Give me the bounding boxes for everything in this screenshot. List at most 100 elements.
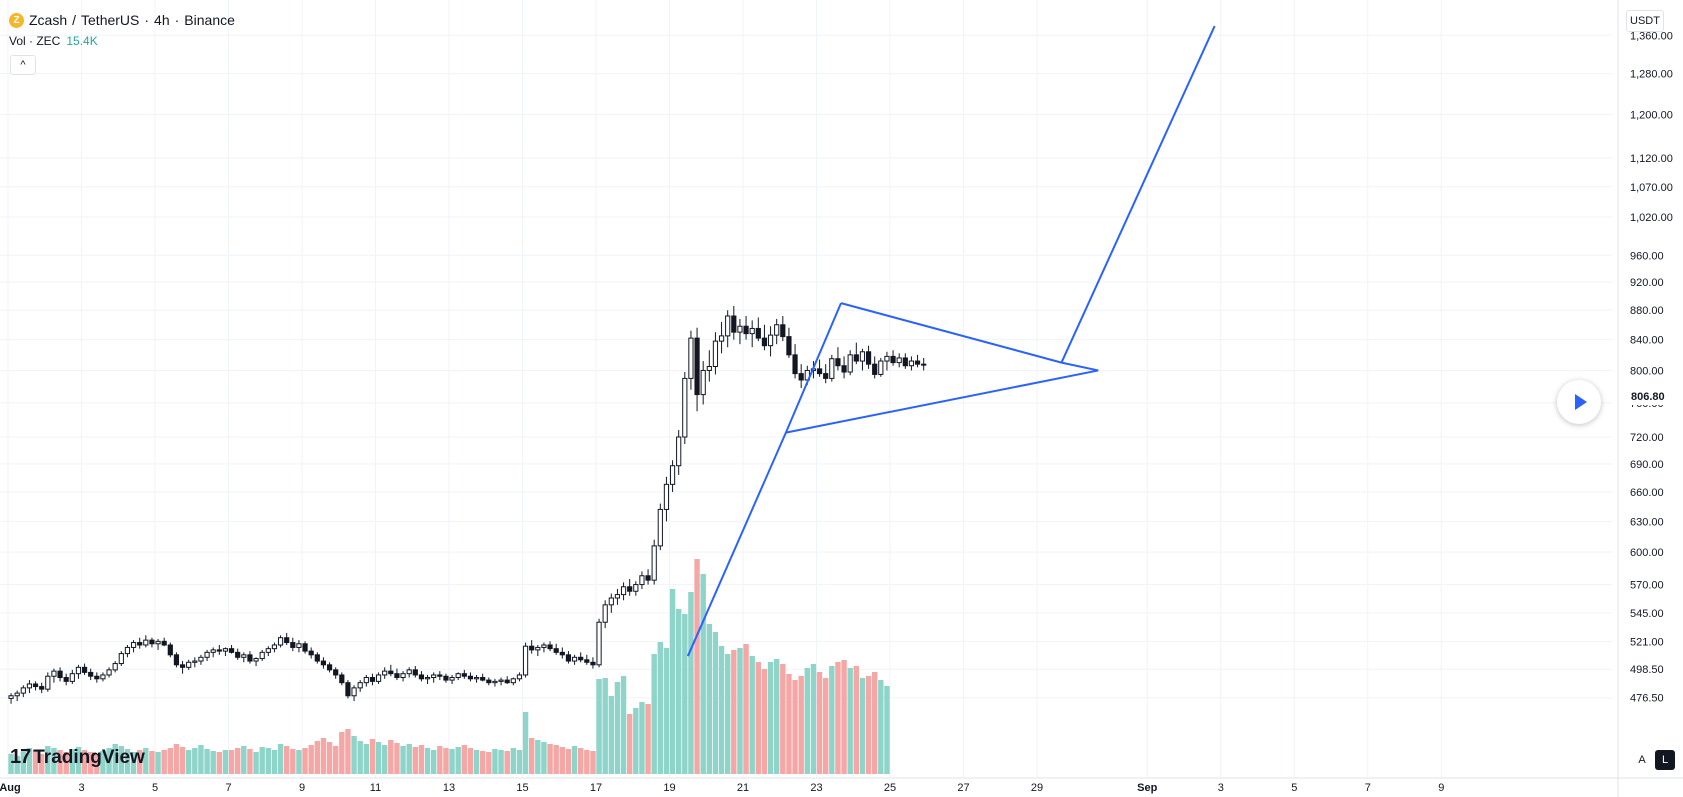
time-axis-label: 9	[1438, 782, 1444, 794]
volume-legend[interactable]: Vol · ZEC 15.4K	[9, 31, 235, 51]
tradingview-logo[interactable]: 17 TradingView	[10, 746, 145, 769]
volume-bar	[835, 662, 841, 774]
candle-body-down	[247, 654, 253, 662]
candle-body-up	[516, 674, 523, 680]
symbol-title[interactable]: Z Zcash / TetherUS · 4h · Binance	[9, 10, 235, 30]
candle-body-up	[639, 575, 645, 586]
candle-body-up	[718, 335, 725, 342]
volume-bar	[100, 751, 106, 774]
volume-bar	[522, 712, 529, 774]
play-button[interactable]	[1557, 380, 1601, 424]
candle-body-down	[816, 368, 823, 375]
candle-body-up	[663, 483, 670, 510]
candle-body-down	[890, 355, 896, 364]
flagpole-line[interactable]	[686, 302, 842, 657]
volume-bar	[694, 559, 700, 774]
candle	[247, 651, 253, 664]
price-axis-label: 476.50	[1630, 693, 1664, 705]
price-axis-label: 570.00	[1630, 580, 1664, 592]
volume-bar	[688, 592, 694, 774]
price-axis-label: 840.00	[1630, 335, 1664, 347]
currency-button[interactable]: USDT	[1626, 10, 1664, 32]
candle	[737, 318, 743, 345]
candle-body-down	[81, 666, 88, 673]
volume-bar	[865, 676, 872, 774]
candle-body-up	[210, 649, 216, 653]
volume-bar	[786, 674, 792, 774]
candle-body-down	[235, 651, 241, 658]
volume-bar	[645, 704, 651, 774]
candle	[859, 348, 866, 371]
volume-bar	[829, 666, 835, 774]
candle	[921, 357, 927, 371]
candle	[596, 618, 602, 668]
auto-scale-button[interactable]: A	[1632, 750, 1652, 770]
candle-body-up	[767, 334, 774, 347]
volume-bar	[204, 749, 210, 774]
collapse-legend-button[interactable]: ^	[10, 55, 36, 75]
candle	[277, 635, 284, 648]
candle	[137, 637, 143, 649]
volume-bar	[228, 750, 235, 774]
candle-body-up	[363, 677, 369, 684]
candle-body-down	[565, 654, 572, 662]
candle	[676, 430, 682, 475]
candle	[88, 668, 94, 681]
candle-body-up	[222, 648, 229, 652]
pennant-drawing[interactable]	[686, 25, 1216, 657]
candle	[192, 657, 198, 668]
price-axis[interactable]: 1,360.00 1,280.00 1,200.00 1,120.00 1,070.00…	[1617, 0, 1673, 797]
price-axis-label: 1,070.00	[1630, 182, 1673, 194]
volume-bar	[510, 748, 517, 774]
candle-body-up	[682, 377, 688, 438]
candle-body-up	[26, 683, 33, 689]
candle-body-down	[731, 315, 737, 333]
candle	[614, 589, 621, 605]
exchange-label: Binance	[184, 12, 235, 28]
volume-bar	[38, 754, 45, 774]
volume-bar	[290, 749, 296, 774]
volume-bar	[639, 702, 645, 774]
volume-bar	[712, 632, 719, 774]
log-scale-button[interactable]: L	[1655, 750, 1675, 770]
volume-bar	[657, 642, 664, 774]
candle-body-up	[620, 586, 627, 596]
candle-body-down	[627, 586, 633, 592]
candle	[75, 664, 82, 679]
candle	[431, 672, 437, 683]
candle-body-down	[835, 358, 841, 367]
candle-body-up	[8, 695, 14, 699]
candle	[167, 642, 173, 658]
volume-bar	[253, 752, 259, 774]
volume-bar	[792, 680, 798, 774]
pennant-upper-line[interactable]	[840, 302, 1062, 364]
volume-bar	[547, 744, 553, 774]
candle	[774, 318, 780, 345]
volume-bar	[277, 744, 284, 774]
candle-body-up	[510, 678, 516, 684]
candle	[847, 350, 853, 376]
interval-label[interactable]: 4h	[154, 12, 170, 28]
volume-bar	[136, 750, 143, 774]
play-icon	[1575, 394, 1587, 410]
volume-bar	[351, 736, 357, 774]
candle	[853, 342, 859, 365]
candle	[627, 579, 633, 596]
candle-body-down	[308, 650, 314, 656]
candle	[872, 356, 878, 379]
candle-body-down	[480, 677, 486, 681]
pennant-lower-line[interactable]	[785, 369, 1099, 434]
candle	[130, 640, 137, 653]
volume-bar	[822, 678, 829, 774]
candle-body-up	[700, 369, 706, 396]
volume-bar	[449, 749, 455, 774]
candle-body-up	[75, 666, 82, 675]
time-axis-label: 29	[1031, 782, 1043, 794]
projection-line[interactable]	[1060, 25, 1216, 364]
pennant-apex-upper[interactable]	[1061, 361, 1099, 372]
time-axis[interactable]: Aug 3 5 7 9 11 13 15 17 19 21 23 25 27 29 Sep 3 5 7 9	[0, 777, 1683, 794]
candle	[455, 672, 461, 681]
candle	[535, 644, 541, 657]
candle-body-up	[633, 584, 639, 592]
